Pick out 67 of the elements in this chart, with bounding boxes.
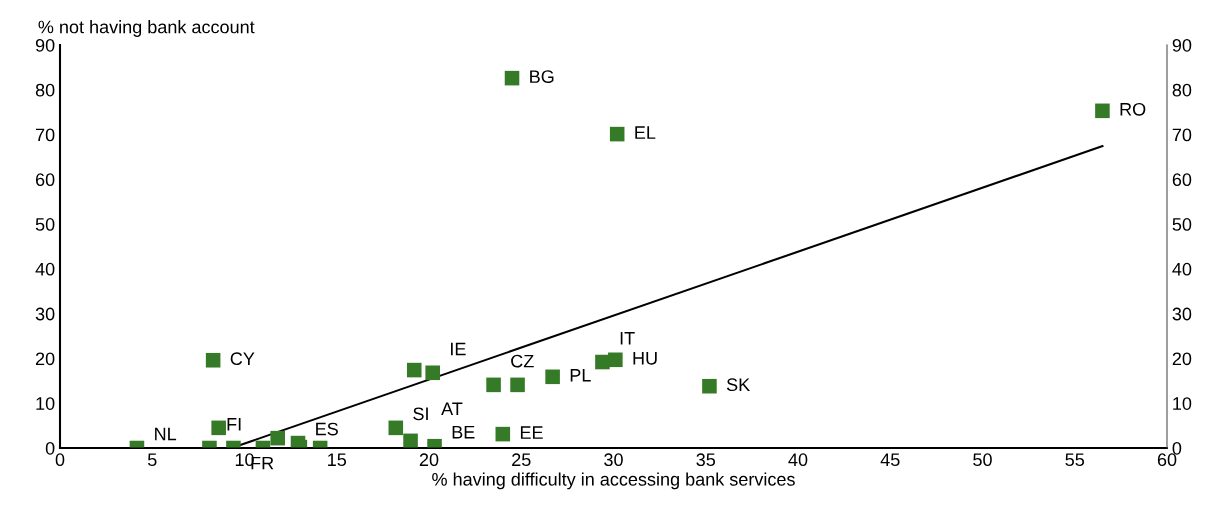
y2-tick-label: 0 (1172, 441, 1182, 455)
x-tick-label: 15 (328, 453, 347, 467)
annotation: EE (520, 426, 543, 439)
y-tick-label: 70 (35, 128, 55, 142)
point (608, 352, 623, 368)
point (486, 377, 501, 393)
y2-tick-label: 40 (1172, 262, 1192, 276)
y-axis-title: % not having bank account (38, 20, 255, 37)
point (510, 377, 525, 393)
x-tick-label: 55 (1065, 453, 1085, 467)
x-tick-label: 30 (604, 453, 623, 467)
y2-tick-label: 30 (1172, 307, 1192, 321)
annotation: HU (633, 352, 657, 365)
y-tick-label: 50 (35, 218, 55, 231)
annotation: BG (530, 70, 554, 83)
x-tick-label: 45 (880, 453, 900, 467)
y2-tick-label: 80 (1172, 83, 1192, 97)
y-tick-label: 30 (35, 307, 55, 321)
x-tick-label: 35 (696, 453, 716, 467)
annotation: CY (230, 352, 255, 366)
annotation: AT (441, 402, 463, 415)
y-tick-label: 80 (35, 83, 55, 97)
y-tick-label: 10 (36, 397, 55, 410)
point (702, 378, 717, 394)
point (270, 430, 285, 446)
x-tick-label: 0 (55, 453, 65, 467)
point (406, 362, 422, 378)
x-tick-label: 25 (512, 453, 531, 467)
annotation: EL (635, 126, 656, 139)
y2-tick-label: 60 (1172, 173, 1192, 187)
annotation: RO (1120, 102, 1146, 116)
y2-tick-label: 90 (1172, 38, 1192, 52)
point (495, 426, 511, 442)
y2-tick-label: 70 (1172, 128, 1192, 142)
y-tick-label: 90 (35, 38, 55, 52)
annotation: ES (316, 422, 338, 436)
point (609, 126, 625, 142)
point (205, 352, 221, 368)
x-tick-label: 5 (147, 453, 157, 467)
y-tick-label: 40 (35, 262, 55, 276)
x-tick-label: 60 (1157, 453, 1177, 467)
y2-tick-label: 10 (1173, 397, 1192, 410)
annotation: CZ (511, 354, 534, 368)
point (425, 365, 440, 381)
annotation: FI (227, 418, 241, 431)
point (211, 420, 226, 436)
annotation: PL (570, 369, 591, 382)
y2-tick-label: 50 (1172, 218, 1192, 231)
y-tick-label: 60 (35, 173, 55, 187)
y-tick-label: 20 (35, 352, 55, 366)
annotation: IT (620, 332, 635, 345)
x-tick-label: 20 (419, 453, 439, 467)
y2-tick-label: 20 (1172, 352, 1192, 366)
point (545, 369, 560, 385)
y-tick-label: 0 (45, 441, 55, 455)
point (504, 70, 520, 86)
point (388, 420, 404, 436)
annotation: NL (155, 427, 177, 441)
annotation: IE (451, 342, 466, 356)
point (403, 433, 418, 448)
point (1095, 103, 1110, 119)
annotation: SK (726, 378, 750, 392)
x-axis-title: % having difficulty in accessing bank services (432, 472, 795, 490)
annotation: BE (452, 425, 475, 439)
x-tick-label: 50 (973, 453, 992, 467)
x-tick-label: 40 (788, 453, 808, 467)
annotation: SI (413, 407, 428, 421)
